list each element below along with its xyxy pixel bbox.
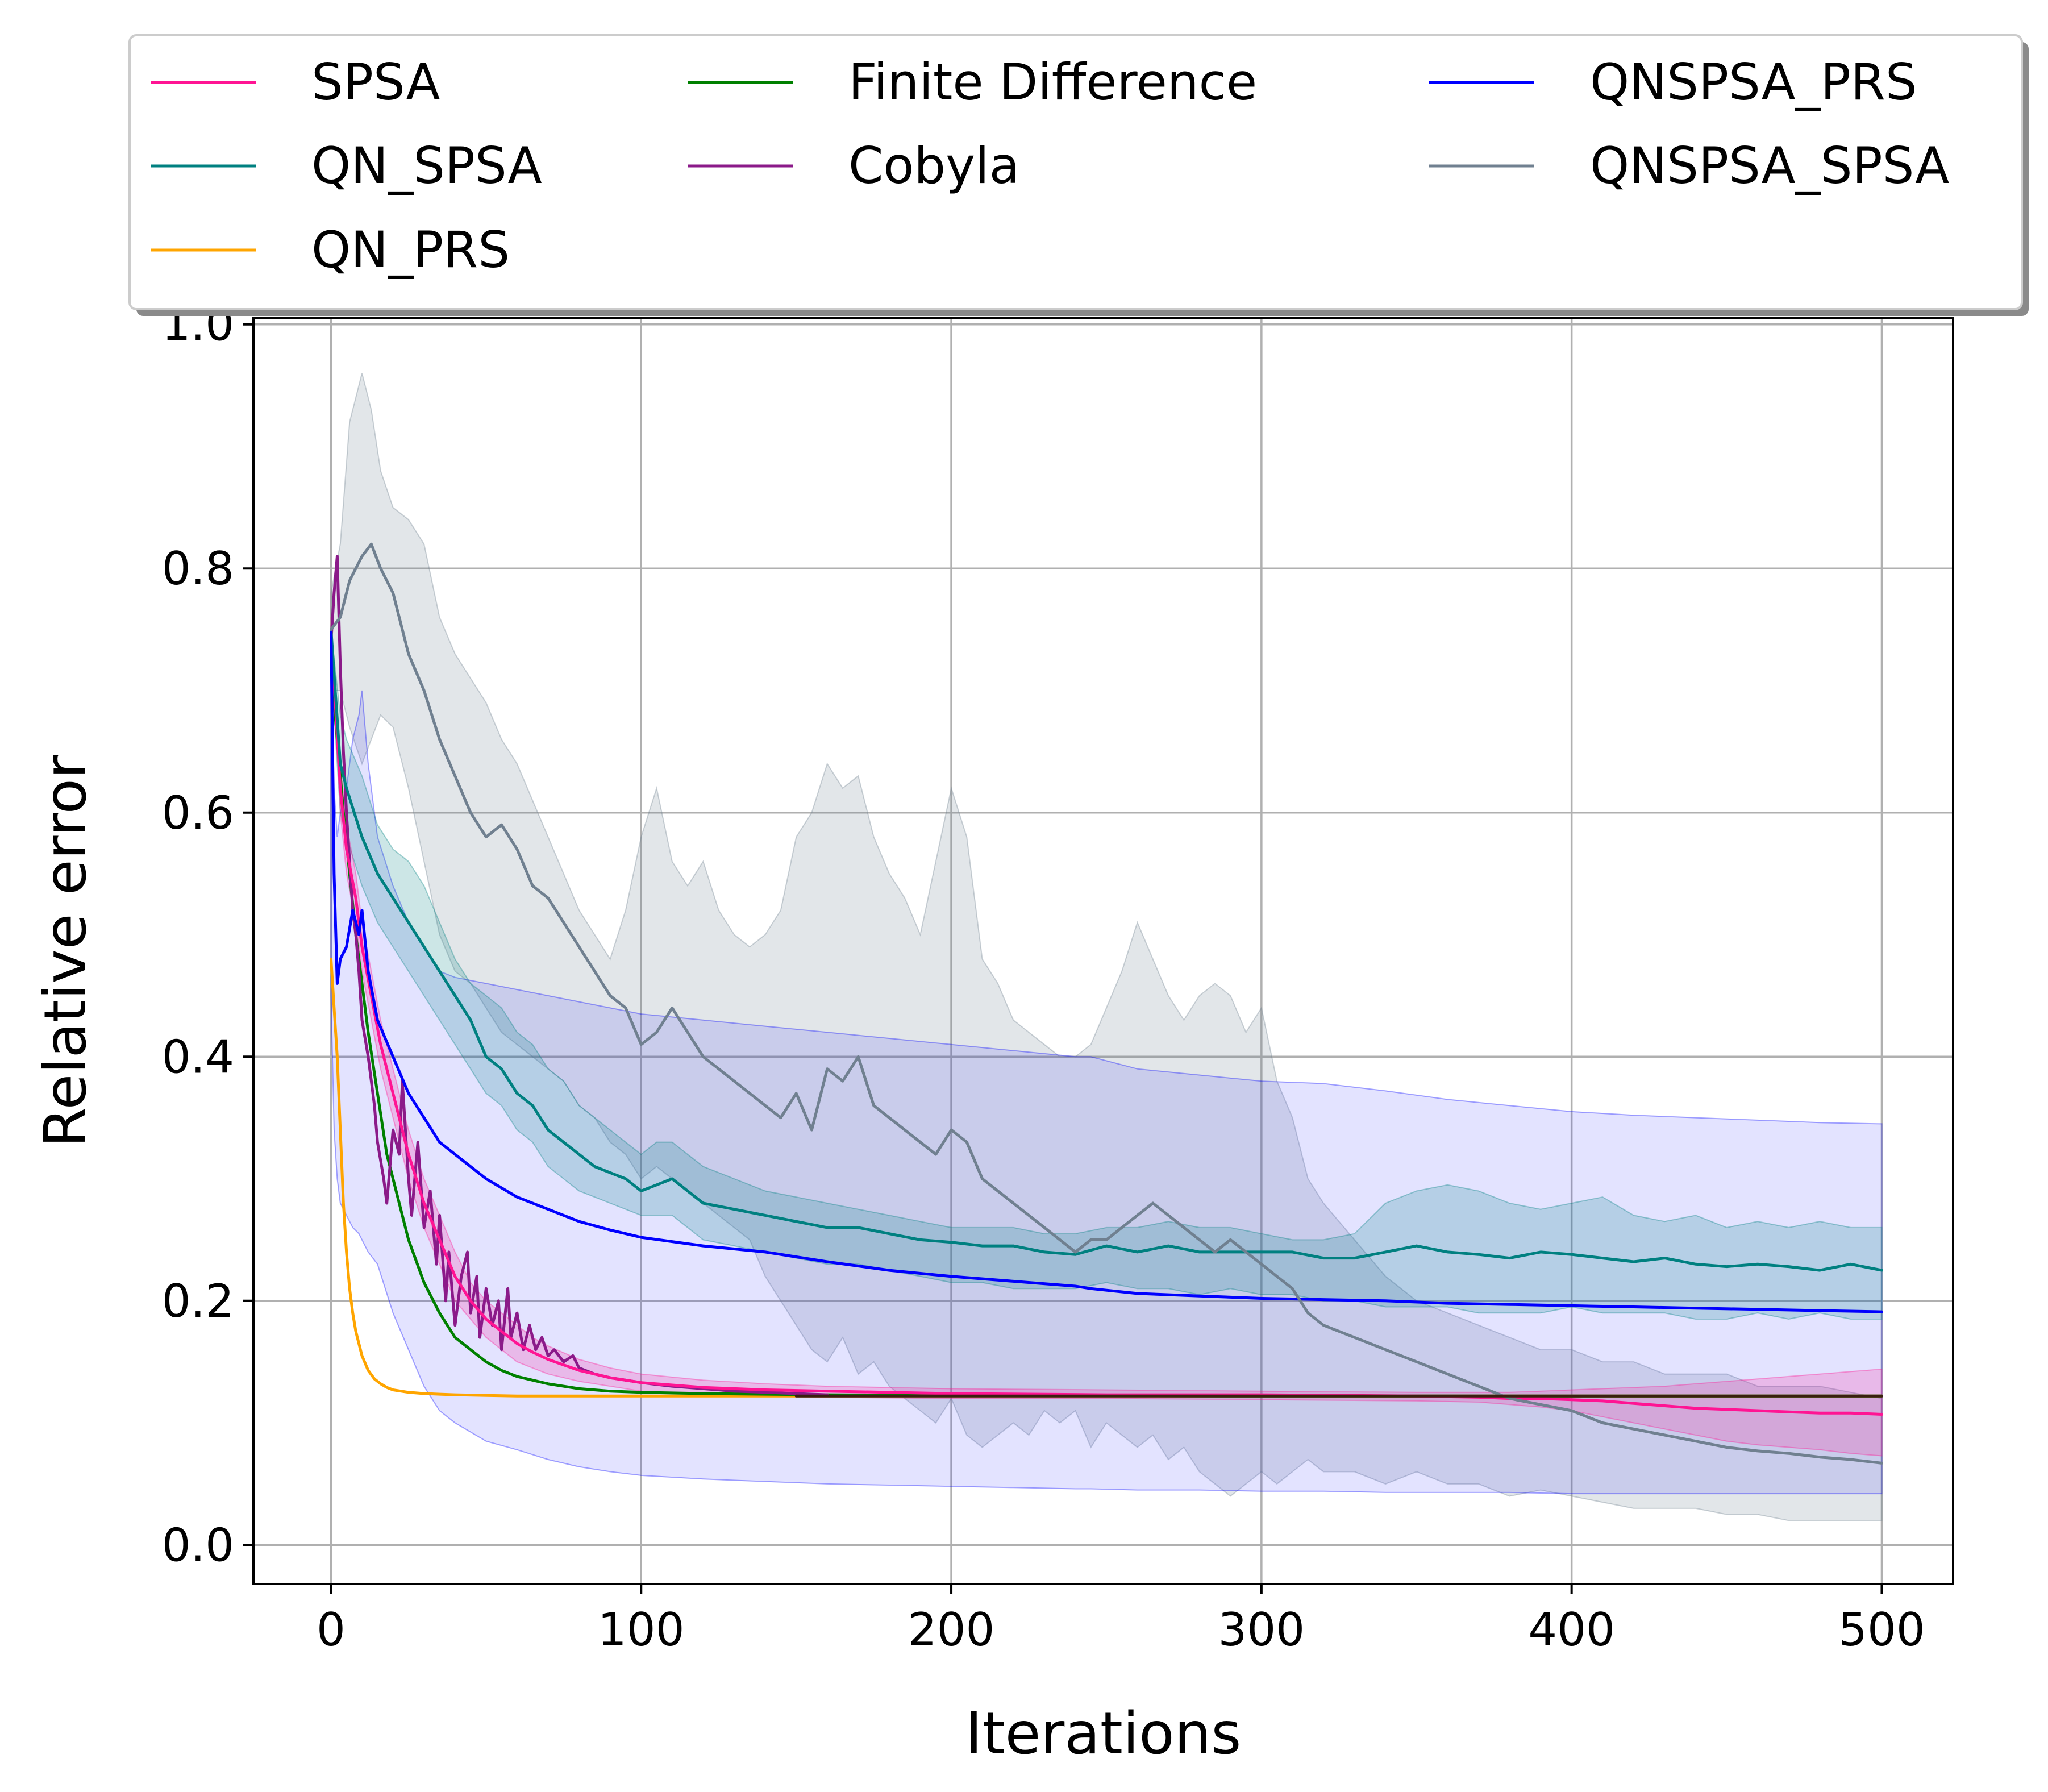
spsa-line [330, 628, 1883, 1416]
legend-label-qn-prs: QN_PRS [311, 221, 510, 279]
legend-items: SPSA QN_SPSA QN_PRS Finite Difference Cobyla… [151, 53, 1949, 279]
qn-spsa-line [330, 628, 1883, 1272]
legend-box [128, 34, 2023, 310]
x-tick-label: 200 [908, 1603, 995, 1656]
qnspsa-spsa-line [330, 542, 1883, 1465]
qnspsa-prs-band [330, 629, 1883, 1495]
legend-label-finite-difference: Finite Difference [848, 53, 1257, 111]
y-tick-label: 0.6 [162, 787, 234, 839]
y-tick-label: 0.0 [162, 1519, 234, 1571]
legend-label-cobyla: Cobyla [848, 136, 1020, 195]
qn-spsa-band [330, 629, 1883, 1320]
legend: SPSA QN_SPSA QN_PRS Finite Difference Cobyla… [128, 34, 2029, 316]
y-tick-label: 0.8 [162, 542, 234, 595]
confidence-bands [330, 373, 1883, 1521]
spsa-band [330, 617, 1883, 1457]
x-tick-label: 100 [598, 1603, 685, 1656]
legend-label-qn-spsa: QN_SPSA [311, 136, 542, 195]
qn-prs-line [330, 958, 1883, 1398]
x-axis-label: Iterations [965, 1700, 1242, 1768]
x-tick-label: 0 [317, 1603, 346, 1656]
y-axis-label: Relative error [32, 755, 99, 1147]
legend-label-qnspsa-spsa: QNSPSA_SPSA [1590, 136, 1949, 195]
qnspsa-prs-line [330, 628, 1883, 1313]
x-tick-label: 400 [1528, 1603, 1615, 1656]
y-tick-label: 0.4 [162, 1030, 234, 1083]
grid [253, 318, 1953, 1584]
plot-frame [252, 317, 1954, 1585]
series-lines [330, 542, 1883, 1465]
legend-label-spsa: SPSA [311, 53, 440, 111]
x-tick-label: 500 [1838, 1603, 1925, 1656]
y-tick-label: 0.2 [162, 1275, 234, 1328]
legend-label-qnspsa-prs: QNSPSA_PRS [1590, 53, 1917, 111]
x-tick-label: 300 [1218, 1603, 1305, 1656]
cobyla-line [330, 555, 829, 1396]
